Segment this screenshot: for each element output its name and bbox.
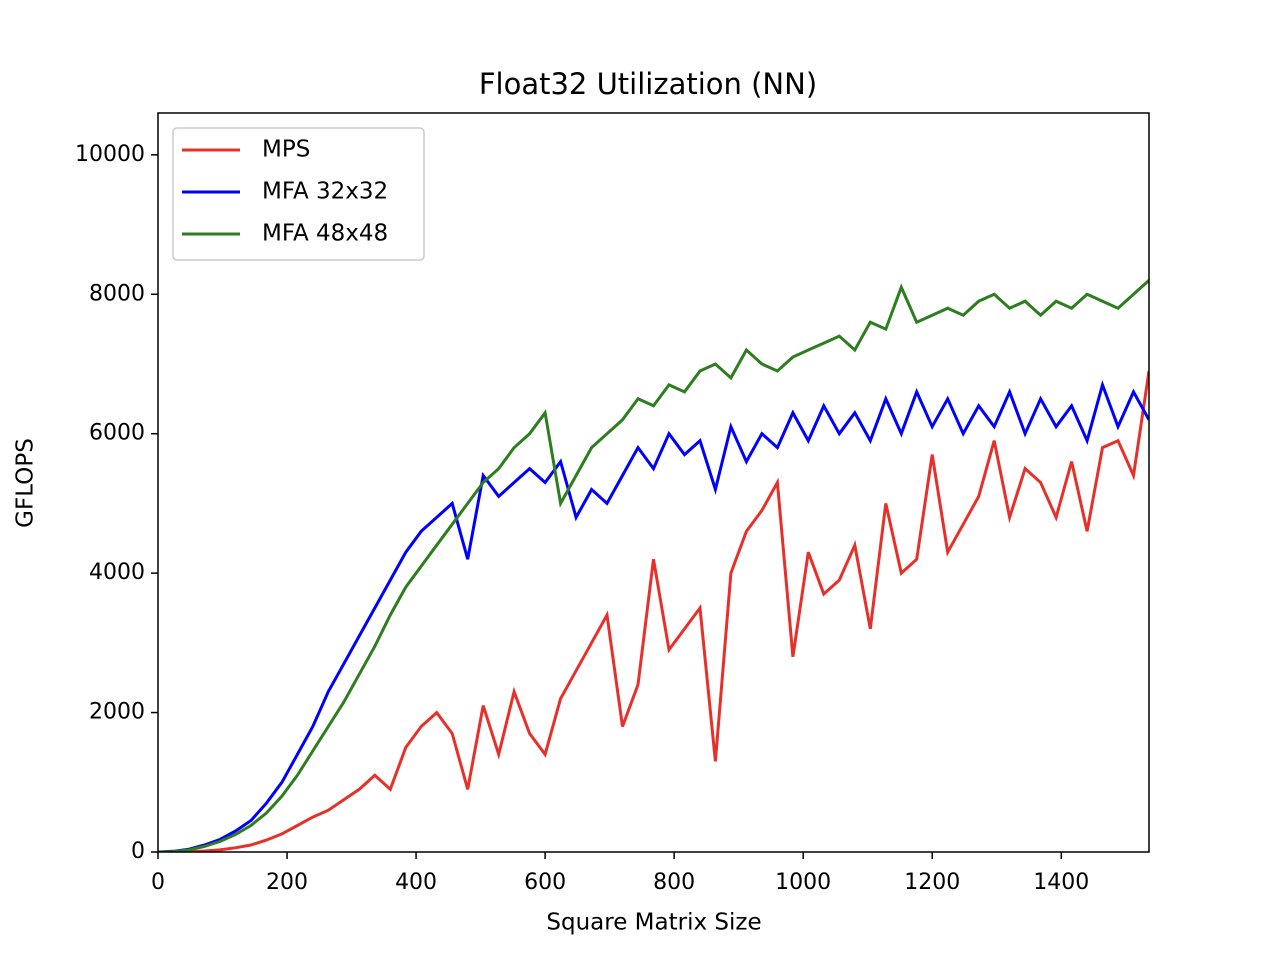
- y-tick-label: 2000: [89, 700, 145, 725]
- series-line: [158, 370, 1149, 852]
- x-tick-label: 1000: [775, 870, 831, 895]
- x-tick-label: 1200: [904, 870, 960, 895]
- plot-frame: [157, 112, 1150, 853]
- series-line: [158, 279, 1149, 852]
- x-tick-label: 0: [151, 870, 165, 895]
- legend-label: MFA 48x48: [262, 221, 388, 247]
- y-tick-label: 6000: [89, 421, 145, 446]
- y-tick-label: 10000: [75, 142, 145, 167]
- series-line: [158, 380, 1149, 852]
- y-tick-label: 8000: [89, 281, 145, 306]
- y-axis-label: GFLOPS: [13, 438, 39, 528]
- x-tick-label: 400: [395, 870, 437, 895]
- x-tick-label: 800: [653, 870, 695, 895]
- legend-label: MFA 32x32: [262, 179, 388, 205]
- chart-title: Float32 Utilization (NN): [479, 67, 817, 101]
- y-tick-label: 0: [131, 839, 145, 864]
- legend-label: MPS: [262, 137, 310, 163]
- legend-box: [172, 127, 425, 261]
- x-tick-label: 600: [524, 870, 566, 895]
- x-axis-label: Square Matrix Size: [546, 910, 761, 936]
- y-tick-label: 4000: [89, 560, 145, 585]
- x-tick-label: 1400: [1033, 870, 1089, 895]
- x-tick-label: 200: [266, 870, 308, 895]
